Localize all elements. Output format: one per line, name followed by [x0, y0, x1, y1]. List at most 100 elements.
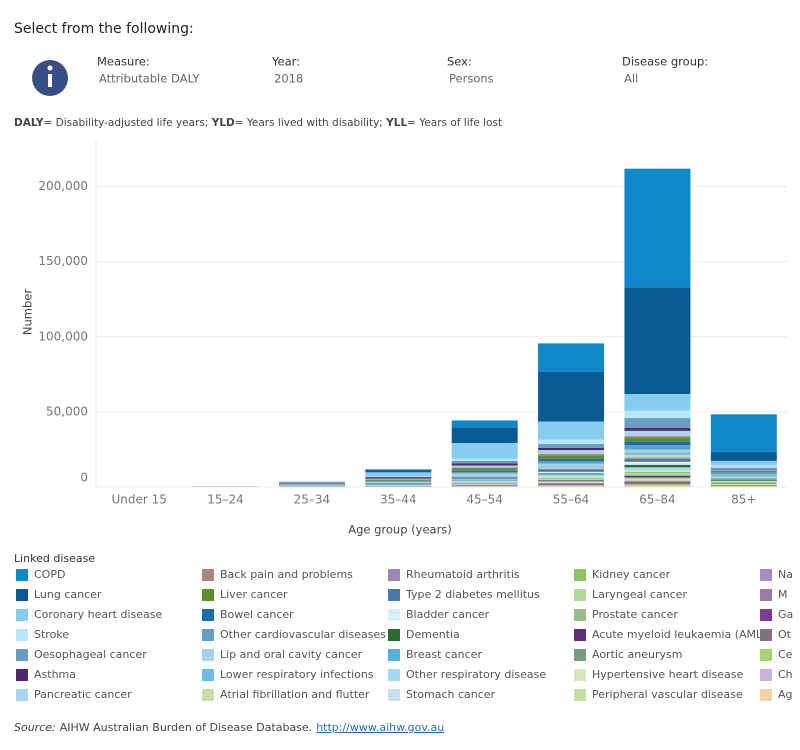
- bar-segment: [710, 468, 777, 470]
- filter-value: Persons: [449, 72, 494, 86]
- legend-label: Atrial fibrillation and flutter: [220, 688, 370, 701]
- legend-item[interactable]: Stroke: [16, 628, 69, 641]
- bar-segment: [710, 469, 777, 471]
- bar-segment: [451, 473, 518, 476]
- legend-swatch: [760, 609, 772, 621]
- legend-label: Acute myeloid leukaemia (AML): [592, 628, 766, 641]
- x-tick-label: 65–84: [639, 493, 676, 507]
- legend-item[interactable]: Stomach cancer: [388, 688, 496, 701]
- bar-segment: [624, 427, 691, 431]
- bar-segment: [538, 371, 605, 422]
- x-tick-label: 85+: [731, 493, 756, 507]
- source-link[interactable]: http://www.aihw.gov.au: [316, 721, 444, 734]
- bar-segment: [538, 461, 605, 464]
- bar-segment: [624, 436, 691, 438]
- legend-item[interactable]: Type 2 diabetes mellitus: [388, 588, 540, 601]
- legend-item[interactable]: Dementia: [388, 628, 460, 641]
- bar-segment: [365, 479, 432, 480]
- bar-segment: [710, 460, 777, 466]
- legend-label: Hypertensive heart disease: [592, 668, 743, 681]
- bar-segment: [710, 479, 777, 481]
- legend-item[interactable]: Ce: [760, 648, 793, 661]
- legend-item[interactable]: Hypertensive heart disease: [574, 668, 743, 681]
- legend-swatch: [574, 609, 586, 621]
- filter-label: Sex:: [447, 55, 472, 69]
- legend-item[interactable]: Bowel cancer: [202, 608, 294, 621]
- legend-label: Ch: [778, 668, 793, 681]
- bar-segment: [451, 476, 518, 478]
- legend-label: Pancreatic cancer: [34, 688, 132, 701]
- bar-segment: [538, 469, 605, 472]
- legend-swatch: [760, 569, 772, 581]
- legend-item[interactable]: Kidney cancer: [574, 568, 671, 581]
- legend-item[interactable]: Other cardiovascular diseases: [202, 628, 386, 641]
- bar-segment: [451, 458, 518, 462]
- legend-item[interactable]: COPD: [16, 568, 65, 581]
- legend-item[interactable]: Na: [760, 568, 793, 581]
- bar-segment: [538, 421, 605, 440]
- legend-item[interactable]: Atrial fibrillation and flutter: [202, 688, 370, 701]
- bar-segment: [710, 483, 777, 485]
- bar-segment: [538, 484, 605, 486]
- legend-label: Prostate cancer: [592, 608, 678, 621]
- legend-item[interactable]: Bladder cancer: [388, 608, 490, 621]
- legend-item[interactable]: Prostate cancer: [574, 608, 678, 621]
- bar-segment: [538, 483, 605, 485]
- legend-item[interactable]: Ag: [760, 688, 793, 701]
- note: DALY= Disability-adjusted life years; YL…: [14, 117, 502, 129]
- bar-segment: [451, 465, 518, 468]
- bar-segment: [538, 471, 605, 474]
- legend-item[interactable]: Laryngeal cancer: [574, 588, 687, 601]
- note-text: = Disability-adjusted life years;: [44, 117, 212, 129]
- bar-segment: [624, 484, 691, 486]
- bar-segment: [538, 463, 605, 467]
- legend-label: Aortic aneurysm: [592, 648, 682, 661]
- legend-label: Lower respiratory infections: [220, 668, 374, 681]
- legend-swatch: [574, 589, 586, 601]
- bar-segment: [624, 467, 691, 468]
- legend-item[interactable]: Oesophageal cancer: [16, 648, 147, 661]
- legend-item[interactable]: Ch: [760, 668, 793, 681]
- legend-item[interactable]: Liver cancer: [202, 588, 288, 601]
- legend-item[interactable]: Back pain and problems: [202, 568, 353, 581]
- legend-item[interactable]: Ot: [760, 628, 792, 641]
- bar-segment: [451, 427, 518, 443]
- legend-item[interactable]: Rheumatoid arthritis: [388, 568, 520, 581]
- filter-value: Attributable DALY: [99, 72, 200, 86]
- filter-label: Measure:: [97, 55, 150, 69]
- legend-item[interactable]: Aortic aneurysm: [574, 648, 682, 661]
- legend-swatch: [388, 589, 400, 601]
- legend-title: Linked disease: [14, 552, 95, 565]
- legend-item[interactable]: Asthma: [16, 668, 76, 681]
- legend-item[interactable]: M: [760, 588, 788, 601]
- legend-label: COPD: [34, 568, 65, 581]
- legend-item[interactable]: Pancreatic cancer: [16, 688, 132, 701]
- legend-item[interactable]: Peripheral vascular disease: [574, 688, 743, 701]
- legend-item[interactable]: Other respiratory disease: [388, 668, 546, 681]
- bar-segment: [538, 439, 605, 445]
- legend-item[interactable]: Coronary heart disease: [16, 608, 162, 621]
- filter-label: Year:: [271, 55, 300, 69]
- legend-item[interactable]: Lip and oral cavity cancer: [202, 648, 363, 661]
- legend-swatch: [760, 629, 772, 641]
- legend-item[interactable]: Lung cancer: [16, 588, 102, 601]
- legend-label: Ag: [778, 688, 793, 701]
- source-text: AIHW Australian Burden of Disease Databa…: [60, 721, 312, 734]
- legend-swatch: [16, 629, 28, 641]
- bar-segment: [451, 482, 518, 484]
- note-term: YLD: [211, 117, 235, 129]
- bar-segment: [538, 447, 605, 451]
- legend-item[interactable]: Ga: [760, 608, 793, 621]
- legend-item[interactable]: Acute myeloid leukaemia (AML): [574, 628, 766, 641]
- bar-segment: [710, 474, 777, 477]
- legend-label: Rheumatoid arthritis: [406, 568, 520, 581]
- legend-label: Stomach cancer: [406, 688, 496, 701]
- x-tick-label: 45–54: [466, 493, 503, 507]
- legend-swatch: [16, 589, 28, 601]
- bar-segment: [538, 473, 605, 475]
- legend-item[interactable]: Lower respiratory infections: [202, 668, 374, 681]
- bar-segment: [538, 467, 605, 469]
- info-i-dot: [47, 65, 53, 71]
- legend-item[interactable]: Breast cancer: [388, 648, 482, 661]
- info-icon[interactable]: [32, 60, 68, 96]
